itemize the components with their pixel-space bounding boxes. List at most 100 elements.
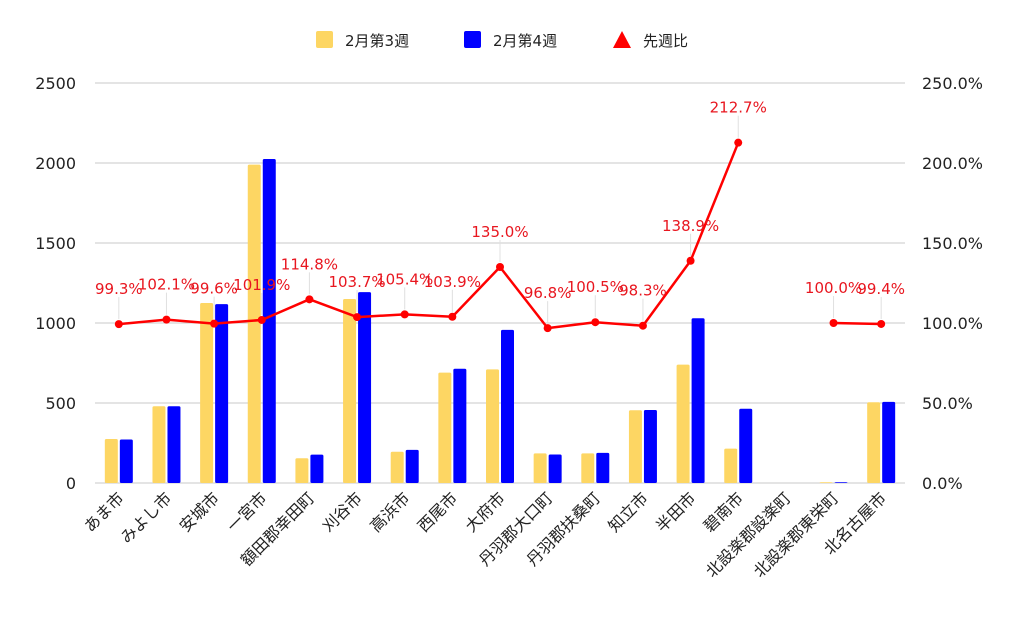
left-tick-label: 2000 <box>35 154 76 173</box>
ratio-point <box>114 320 123 329</box>
bar-week3 <box>104 439 118 483</box>
bar-week4 <box>882 401 896 483</box>
ratio-point <box>686 256 695 265</box>
legend: 2月第3週 2月第4週 先週比 <box>316 31 688 50</box>
bar-week4 <box>119 439 133 483</box>
category-label: 刈谷市 <box>319 488 366 535</box>
left-axis: 0 500 1000 1500 2000 2500 <box>35 74 76 493</box>
bar-week4 <box>167 406 181 483</box>
bar-week4 <box>215 304 229 483</box>
ratio-data-label: 99.6% <box>190 280 238 298</box>
bar-week4 <box>691 318 705 483</box>
ratio-point <box>829 319 838 327</box>
bar-week3 <box>200 303 214 483</box>
ratio-point <box>734 138 743 147</box>
bar-week3 <box>724 448 738 483</box>
ratio-point <box>496 263 504 271</box>
ratio-point <box>210 319 219 328</box>
data-labels: 99.3%102.1%99.6%101.9% 114.8%103.7%105.4%… <box>95 99 905 324</box>
ratio-data-label: 100.0% <box>805 279 862 297</box>
legend-swatch <box>316 31 333 48</box>
bar-week4 <box>643 410 657 483</box>
bar-week3 <box>628 410 642 483</box>
category-label: 西尾市 <box>414 488 461 535</box>
ratio-data-label: 101.9% <box>233 276 290 294</box>
ratio-point <box>162 315 171 324</box>
bar-week4 <box>501 329 514 483</box>
ratio-point <box>543 324 552 333</box>
ratio-point <box>257 315 266 324</box>
ratio-point <box>448 312 457 321</box>
bar-week3 <box>533 453 547 483</box>
ratio-data-label: 99.4% <box>857 280 905 298</box>
legend-label: 2月第4週 <box>493 32 557 50</box>
bar-week3 <box>486 369 499 483</box>
bar-week4 <box>548 454 562 483</box>
bar-week4 <box>405 449 419 483</box>
left-tick-label: 2500 <box>35 74 76 93</box>
bar-week3 <box>390 451 404 483</box>
ratio-point <box>638 321 647 330</box>
bar-week3 <box>867 402 881 483</box>
bar-week4 <box>310 454 324 483</box>
bars <box>104 159 896 483</box>
ratio-data-label: 102.1% <box>138 276 195 294</box>
left-tick-label: 500 <box>45 394 76 413</box>
left-tick-label: 1500 <box>35 234 76 253</box>
bar-week4 <box>834 482 848 483</box>
ratio-data-label: 96.8% <box>524 284 572 302</box>
ratio-line-path <box>833 321 882 326</box>
ratio-data-label: 103.9% <box>424 273 481 291</box>
legend-label: 2月第3週 <box>345 32 409 50</box>
bar-week3 <box>295 458 309 483</box>
ratio-point <box>353 313 362 322</box>
bar-week3 <box>581 453 595 483</box>
category-label: 北設楽郡東栄町 <box>750 488 843 581</box>
ratio-data-label: 212.7% <box>710 99 767 117</box>
bar-week3 <box>819 482 833 483</box>
bar-week4 <box>358 292 372 483</box>
legend-swatch <box>464 31 481 48</box>
right-tick-label: 150.0% <box>922 234 983 253</box>
ratio-data-label: 105.4% <box>376 270 433 288</box>
bar-week3 <box>438 372 452 483</box>
ratio-point <box>591 318 600 327</box>
ratio-data-label: 100.5% <box>567 278 624 296</box>
ratio-data-label: 114.8% <box>281 255 338 273</box>
bar-week3 <box>247 164 261 483</box>
left-tick-label: 0 <box>66 474 76 493</box>
ratio-point <box>400 310 409 319</box>
bar-week3 <box>676 364 690 483</box>
right-tick-label: 250.0% <box>922 74 983 93</box>
bar-week4 <box>453 368 467 483</box>
category-label: 知立市 <box>604 488 651 535</box>
bar-week4 <box>596 452 610 483</box>
category-label: 北設楽郡設楽町 <box>702 488 795 581</box>
right-tick-label: 0.0% <box>922 474 963 493</box>
right-tick-label: 100.0% <box>922 314 983 333</box>
category-label: 高浜市 <box>366 488 413 535</box>
category-label: みよし市 <box>117 488 176 547</box>
left-tick-label: 1000 <box>35 314 76 333</box>
right-axis: 0.0% 50.0% 100.0% 150.0% 200.0% 250.0% <box>922 74 983 493</box>
ratio-data-label: 138.9% <box>662 217 719 235</box>
right-tick-label: 200.0% <box>922 154 983 173</box>
bar-week4 <box>739 408 753 483</box>
ratio-point <box>305 295 314 304</box>
bar-week3 <box>343 299 357 483</box>
right-tick-label: 50.0% <box>922 394 973 413</box>
category-label: 安城市 <box>176 488 223 535</box>
legend-marker-triangle <box>613 31 631 48</box>
ratio-data-label: 135.0% <box>471 223 528 241</box>
ratio-point <box>877 319 886 328</box>
ratio-line-path <box>118 142 740 330</box>
ratio-data-label: 98.3% <box>619 282 667 300</box>
bar-week3 <box>152 406 166 483</box>
ratio-line <box>114 138 886 333</box>
ratio-data-label: 99.3% <box>95 280 143 298</box>
category-label: 半田市 <box>652 488 699 535</box>
legend-label: 先週比 <box>643 32 688 50</box>
